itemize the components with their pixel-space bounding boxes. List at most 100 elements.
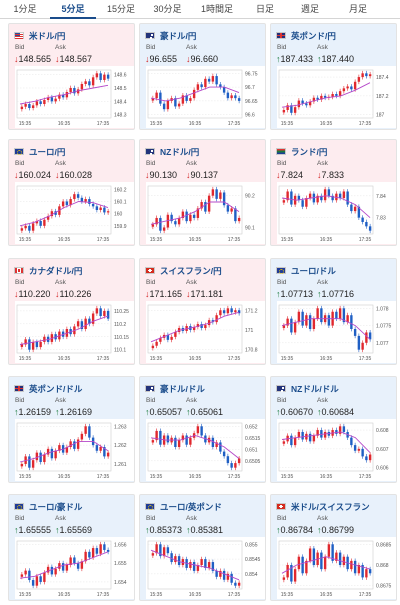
y-tick-label: 96.7	[245, 85, 255, 91]
pair-name[interactable]: 米ドル/スイスフラン	[291, 502, 370, 512]
pair-name[interactable]: ユーロ/ドル	[291, 266, 336, 276]
mini-chart[interactable]: 90.2 90.1 15:35 16:35 17:35	[146, 182, 265, 244]
bid-label: Bid	[277, 279, 287, 286]
pair-name[interactable]: 米ドル/円	[29, 31, 66, 41]
tab-7[interactable]: 月足	[348, 4, 367, 14]
tab-0[interactable]: 1分足	[13, 4, 37, 14]
pair-name[interactable]: NZドル/円	[160, 147, 200, 157]
pair-name[interactable]: ユーロ/英ポンド	[160, 502, 222, 512]
mini-chart[interactable]: 148.6 148.5 148.4 148.3 15:35 16:35 17:35	[15, 66, 134, 128]
mini-chart[interactable]: 96.75 96.7 96.65 96.6 15:35 16:35 17:35	[146, 66, 265, 128]
rate-card[interactable]: ユーロ/豪ドル Bid Ask ↑1.65555 ↑1.65569 1.656 1.655 1…	[8, 494, 135, 601]
candle-body	[20, 228, 24, 231]
tab-1[interactable]: 5分足	[50, 0, 96, 19]
rate-card[interactable]: カナダドル/円 Bid Ask ↓110.220 ↓110.226 110.25 110.2…	[8, 258, 135, 365]
y-tick-label: 187.2	[376, 94, 389, 100]
y-tick-label: 187	[376, 113, 385, 119]
rate-card[interactable]: ユーロ/ドル Bid Ask ↑1.07713 ↑1.07716 1.078 1.0775 1…	[270, 258, 397, 365]
pair-name[interactable]: ユーロ/円	[29, 147, 66, 157]
candle-body	[350, 437, 353, 446]
y-tick-label: 160	[114, 212, 123, 218]
pair-name[interactable]: スイスフラン/円	[160, 266, 222, 276]
tab-6[interactable]: 週足	[300, 4, 319, 14]
bid-price: ↑0.65057	[145, 407, 182, 417]
candle-body	[91, 203, 95, 207]
ask-price: ↑0.65061	[186, 407, 223, 417]
candle-body	[237, 98, 241, 101]
candle-body	[162, 547, 166, 557]
candle-body	[76, 194, 80, 198]
arrow-down-icon: ↓	[145, 289, 150, 299]
mini-chart[interactable]: 0.8685 0.868 0.8675 15:35 16:35 17:35	[277, 537, 396, 599]
ask-value: 187.440	[321, 54, 355, 64]
y-tick-label: 7.84	[376, 194, 386, 200]
pair-name[interactable]: ランド/円	[291, 147, 328, 157]
y-tick-label: 0.652	[245, 424, 258, 430]
candle-body	[162, 103, 166, 110]
rate-card[interactable]: ユーロ/円 Bid Ask ↓160.024 ↓160.028 160.2 160.1 160…	[8, 139, 135, 246]
tab-4[interactable]: 1時間足	[200, 4, 233, 14]
candle-body	[174, 437, 177, 447]
mini-chart[interactable]: 0.652 0.6515 0.651 0.6505 15:35 16:35 17:35	[146, 419, 265, 481]
y-tick-label: 96.65	[245, 99, 258, 105]
bid-price: ↑1.26159	[14, 407, 51, 417]
mini-chart[interactable]: 171.2 171 170.8 15:35 16:35 17:35	[146, 301, 265, 363]
mini-chart[interactable]: 187.4 187.2 187 15:35 16:35 17:35	[277, 66, 396, 128]
mini-chart[interactable]: 160.2 160.1 160 159.9 15:35 16:35 17:35	[15, 182, 134, 244]
mini-chart[interactable]: 7.84 7.83 15:35 16:35 17:35	[277, 182, 396, 244]
mini-chart[interactable]: 0.608 0.607 0.606 15:35 16:35 17:35	[277, 419, 396, 481]
pair-name[interactable]: ユーロ/豪ドル	[29, 502, 83, 512]
card-header: ランド/円	[276, 146, 392, 157]
bid-label: Bid	[277, 515, 287, 522]
ask-value: 90.137	[190, 170, 219, 180]
tab-5[interactable]: 日足	[255, 4, 274, 14]
y-tick-label: 0.607	[376, 447, 389, 453]
pair-name[interactable]: NZドル/ドル	[291, 384, 339, 394]
rate-card[interactable]: 豪ドル/ドル Bid Ask ↑0.65057 ↑0.65061 0.652 0.6515 0…	[139, 376, 266, 483]
rate-card[interactable]: 豪ドル/円 Bid Ask ↓96.655 ↓96.660 96.75 96.7 96.65 9…	[139, 23, 266, 130]
pair-name[interactable]: 豪ドル/ドル	[160, 384, 205, 394]
candle-body	[84, 199, 87, 202]
rate-card[interactable]: 米ドル/スイスフラン Bid Ask ↑0.86784 ↑0.86799 0.8685 0.…	[270, 494, 397, 601]
tab-3[interactable]: 30分足	[153, 4, 182, 14]
mini-chart[interactable]: 1.078 1.0775 1.077 15:35 16:35 17:35	[277, 301, 396, 363]
pair-name[interactable]: カナダドル/円	[29, 266, 83, 276]
candle-body	[88, 318, 91, 324]
rate-card[interactable]: ランド/円 Bid Ask ↓7.824 ↓7.833 7.84 7.83 15:35 16:3…	[270, 139, 397, 246]
candle-body	[286, 191, 289, 201]
candle-body	[151, 98, 155, 101]
rate-card[interactable]: 英ポンド/円 Bid Ask ↑187.433 ↑187.440 187.4 187.2 18…	[270, 23, 397, 130]
card-header: 米ドル/円	[14, 30, 130, 41]
mini-chart[interactable]: 110.25 110.2 110.15 110.1 15:35 16:35 17:35	[15, 301, 134, 363]
arrow-down-icon: ↓	[55, 54, 60, 64]
rate-card[interactable]: 米ドル/円 Bid Ask ↓148.565 ↓148.567 148.6 148.5 148…	[8, 23, 135, 130]
mini-chart[interactable]: 0.855 0.8545 0.854 15:35 16:35 17:35	[146, 537, 265, 599]
rate-card[interactable]: ユーロ/英ポンド Bid Ask ↑0.85373 ↑0.85381 0.855 0.854…	[139, 494, 266, 601]
candle-body	[31, 105, 35, 109]
ask-label: Ask	[317, 279, 328, 286]
rate-card[interactable]: NZドル/円 Bid Ask ↓90.130 ↓90.137 90.2 90.1 15:35 1…	[139, 139, 266, 246]
bid-price: ↓110.220	[14, 289, 50, 299]
rate-card[interactable]: 英ポンド/ドル Bid Ask ↑1.26159 ↑1.26169 1.263 1.262 1…	[8, 376, 135, 483]
candle-body	[297, 431, 301, 438]
candle-body	[293, 322, 297, 333]
pair-name[interactable]: 英ポンド/ドル	[29, 384, 83, 394]
y-tick-label: 148.6	[114, 73, 127, 79]
candle-body	[353, 329, 357, 336]
card-header: スイスフラン/円	[145, 265, 261, 276]
mini-chart[interactable]: 1.656 1.655 1.654 15:35 16:35 17:35	[15, 537, 134, 599]
rate-card[interactable]: NZドル/ドル Bid Ask ↑0.60670 ↑0.60684 0.608 0.607 0…	[270, 376, 397, 483]
candle-body	[24, 339, 27, 345]
candle-body	[226, 456, 230, 464]
candle-body	[353, 206, 357, 212]
pair-name[interactable]: 豪ドル/円	[160, 31, 197, 41]
bid-price: ↓7.824	[276, 170, 303, 180]
rate-card[interactable]: スイスフラン/円 Bid Ask ↓171.165 ↓171.181 171.2 171 17…	[139, 258, 266, 365]
candle-body	[323, 556, 327, 570]
candle-body	[177, 217, 181, 225]
tab-2[interactable]: 15分足	[106, 4, 135, 14]
mini-chart[interactable]: 1.263 1.262 1.261 15:35 16:35 17:35	[15, 419, 134, 481]
pair-name[interactable]: 英ポンド/円	[291, 31, 336, 41]
candle-body	[234, 310, 237, 313]
flag-icon	[14, 267, 24, 274]
